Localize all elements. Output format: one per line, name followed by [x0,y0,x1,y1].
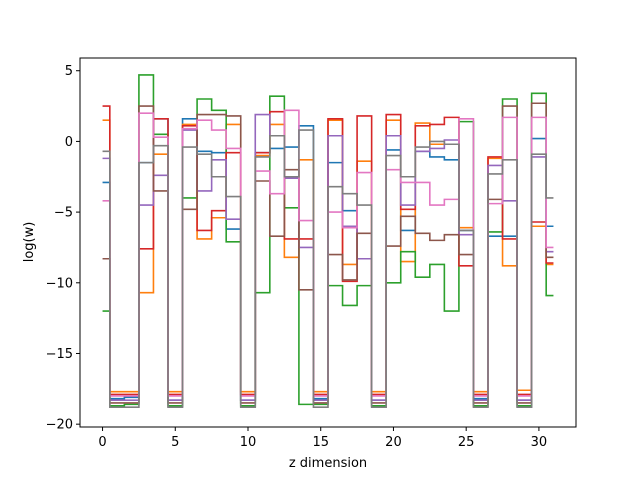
y-tick-label: 0 [65,135,73,150]
y-tick-label: −5 [54,206,73,221]
x-tick-label: 15 [312,435,329,450]
axes-frame [79,57,577,428]
y-axis-label: log(w) [22,222,37,263]
x-tick-label: 25 [458,435,475,450]
y-tick-label: −15 [46,347,73,362]
series-layer [102,74,554,409]
x-axis-label: z dimension [289,456,367,471]
y-axis: −20 −15 −10 −5 0 5 [46,64,80,433]
x-tick-label: 10 [240,435,257,450]
x-tick-label: 30 [531,435,548,450]
x-tick-label: 20 [385,435,402,450]
x-tick-label: 0 [98,435,106,450]
y-tick-label: −20 [46,418,73,433]
x-tick-label: 5 [171,435,179,450]
x-axis: 0 5 10 15 20 25 30 [98,427,547,450]
series-line-7 [102,129,554,409]
y-tick-label: −10 [46,276,73,291]
y-tick-label: 5 [65,64,73,79]
